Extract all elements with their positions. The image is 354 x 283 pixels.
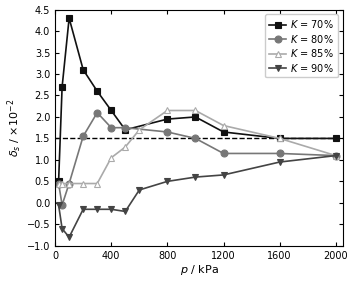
K = 85% [67, 182, 71, 185]
K = 80% [334, 154, 338, 157]
K = 90% [60, 227, 64, 230]
K = 85% [81, 182, 85, 185]
Line: K = 70%: K = 70% [55, 15, 339, 185]
K = 80% [278, 152, 282, 155]
Line: K = 80%: K = 80% [55, 109, 339, 209]
K = 90% [137, 188, 142, 192]
K = 85% [109, 156, 113, 159]
K = 70% [109, 109, 113, 112]
K = 90% [193, 175, 198, 179]
K = 85% [137, 128, 142, 132]
K = 90% [57, 203, 61, 207]
K = 70% [60, 85, 64, 89]
K = 85% [193, 109, 198, 112]
K = 70% [334, 137, 338, 140]
K = 80% [60, 203, 64, 207]
Line: K = 85%: K = 85% [55, 107, 339, 187]
K = 85% [123, 145, 127, 149]
K = 85% [95, 182, 99, 185]
K = 90% [165, 180, 170, 183]
K = 70% [57, 180, 61, 183]
K = 85% [165, 109, 170, 112]
K = 90% [334, 154, 338, 157]
K = 85% [334, 154, 338, 157]
K = 80% [81, 135, 85, 138]
K = 70% [81, 68, 85, 71]
K = 85% [60, 182, 64, 185]
K = 90% [95, 208, 99, 211]
K = 70% [165, 117, 170, 121]
K = 80% [67, 182, 71, 185]
K = 85% [278, 137, 282, 140]
K = 70% [95, 89, 99, 93]
K = 70% [67, 16, 71, 20]
Legend: $K$ = 70%, $K$ = 80%, $K$ = 85%, $K$ = 90%: $K$ = 70%, $K$ = 80%, $K$ = 85%, $K$ = 9… [265, 14, 338, 78]
K = 70% [278, 137, 282, 140]
K = 80% [123, 126, 127, 129]
K = 85% [57, 182, 61, 185]
K = 80% [193, 137, 198, 140]
K = 90% [123, 210, 127, 213]
K = 80% [221, 152, 225, 155]
K = 90% [81, 208, 85, 211]
K = 90% [278, 160, 282, 164]
Line: K = 90%: K = 90% [55, 152, 339, 241]
K = 85% [221, 124, 225, 127]
K = 80% [109, 126, 113, 129]
K = 80% [95, 111, 99, 114]
K = 90% [221, 173, 225, 177]
Y-axis label: $\delta_s$ / $\times 10^{-2}$: $\delta_s$ / $\times 10^{-2}$ [6, 98, 24, 157]
K = 80% [57, 182, 61, 185]
K = 70% [123, 128, 127, 132]
K = 90% [109, 208, 113, 211]
K = 70% [193, 115, 198, 119]
K = 90% [67, 235, 71, 239]
K = 70% [221, 130, 225, 134]
X-axis label: $p$ / kPa: $p$ / kPa [179, 263, 218, 277]
K = 80% [165, 130, 170, 134]
